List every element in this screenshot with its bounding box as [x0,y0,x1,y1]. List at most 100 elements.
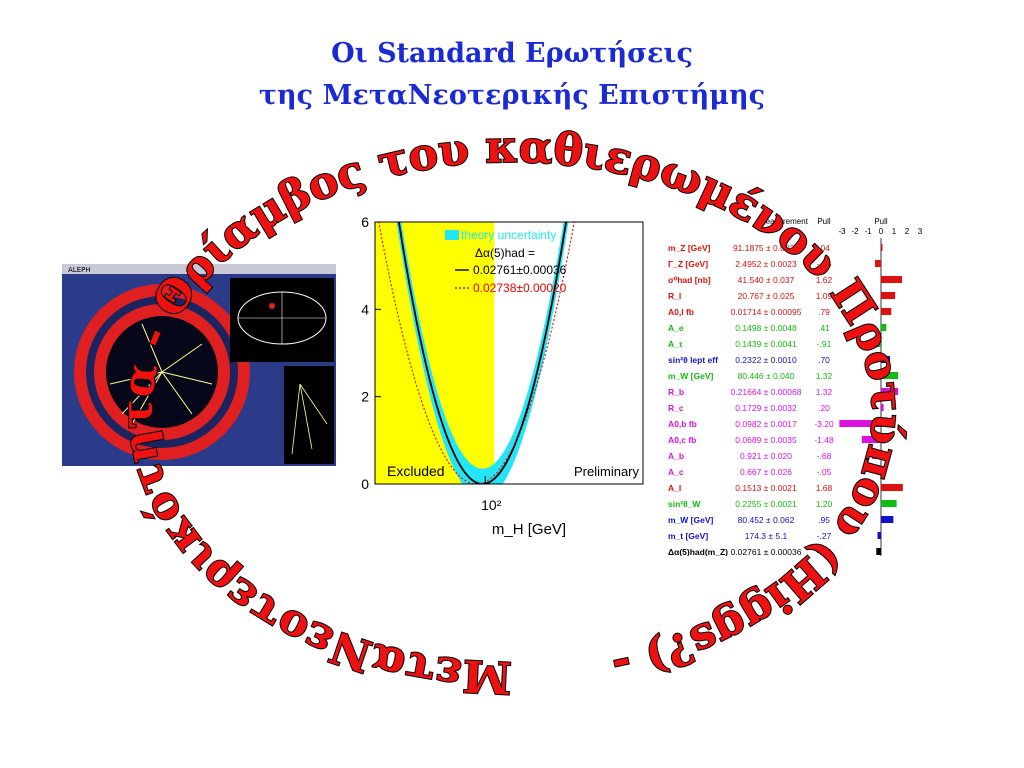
row-value: 80.452 ± 0.062 [738,515,795,525]
row-value: 0.02761 ± 0.00036 [731,547,802,556]
row-value: 0.01714 ± 0.00095 [731,307,802,317]
y-tick-label: 6 [361,214,369,230]
header-pull-bar: Pull [874,217,888,226]
header-measurement: Measurement [759,217,809,226]
row-pull: -.68 [817,451,832,461]
row-name: m_Z [GeV] [668,243,711,253]
row-pull: -.27 [817,531,832,541]
pull-bar [861,436,881,443]
row-name: A_c [668,467,684,477]
row-pull: 1.62 [816,275,833,285]
row-value: 174.3 ± 5.1 [745,531,788,541]
row-pull: -.36 [817,547,832,556]
row-value: 0.2322 ± 0.0010 [735,355,797,365]
row-pull: 1.32 [816,387,833,397]
legend-label-2: 0.02738±0.00020 [473,281,567,295]
detector-event-image: ALEPH [62,264,336,466]
row-pull: .04 [818,243,830,253]
row-value: 41.540 ± 0.037 [738,275,795,285]
row-pull: 1.09 [816,291,833,301]
pull-bar [881,404,884,411]
slide-title-line-1: Οι Standard Ερωτήσεις [331,38,693,69]
pull-axis-tick-top: 2 [905,227,910,236]
row-value: 91.1875 ± 0.0021 [733,243,799,253]
pull-bar [881,500,897,507]
row-name: R_b [668,387,684,397]
detector-label: ALEPH [68,266,91,274]
pull-bar [869,340,881,347]
slide-title-line-2: της ΜεταΝεοτερικής Επιστήμης [258,80,766,111]
pull-table: MeasurementPullPull-3-3-2-2-1-100112233m… [668,217,923,556]
row-pull: .79 [818,307,830,317]
pull-axis-tick-top: -3 [838,227,846,236]
pull-bar [881,356,891,363]
pull-axis-tick-top: -1 [864,227,872,236]
pull-bar [881,292,896,299]
legend-band-swatch [445,230,459,240]
row-value: 0.1439 ± 0.0041 [735,339,797,349]
row-value: 0.0689 ± 0.0035 [735,435,797,445]
row-value: 0.1729 ± 0.0032 [735,403,797,413]
row-value: 80.446 ± 0.040 [738,371,795,381]
row-name: A0,l fb [668,307,694,317]
excluded-region [375,222,495,484]
row-value: 20.767 ± 0.025 [738,291,795,301]
pull-bar [881,276,903,283]
pull-bar [881,308,892,315]
row-name: Δα(5)had(m_Z) [668,547,728,556]
preliminary-label: Preliminary [574,464,640,479]
row-name: sin²θ_W [668,499,701,509]
row-name: A_l [668,483,681,493]
pull-bar [881,484,903,491]
row-value: 2.4952 ± 0.0023 [735,259,797,269]
row-pull: .70 [818,355,830,365]
row-name: A_e [668,323,684,333]
higgs-mass-chart: 0 2 4 6 10² m_H [GeV] Excluded Preliminary theor… [361,214,644,538]
y-tick-label: 4 [361,301,369,317]
pull-bar [872,452,881,459]
row-pull: -.46 [817,259,832,269]
chart-frame [374,221,644,485]
row-value: 0.0982 ± 0.0017 [735,419,797,429]
y-tick-label: 2 [361,389,369,405]
row-value: 0.667 ± 0.026 [740,467,792,477]
row-value: 0.21664 ± 0.00068 [731,387,802,397]
row-pull: .41 [818,323,830,333]
x-tick-label: 10² [481,497,502,513]
pull-bar [881,324,887,331]
row-name: R_l [668,291,681,301]
pull-bar [876,548,881,555]
theory-uncertainty-band [396,222,569,484]
row-pull: -1.48 [814,435,834,445]
pull-bar [875,260,881,267]
row-value: 0.2255 ± 0.0021 [735,499,797,509]
row-value: 0.1498 ± 0.0048 [735,323,797,333]
pull-axis-tick-top: 0 [879,227,884,236]
pull-bar [881,388,899,395]
row-pull: -.05 [817,467,832,477]
excluded-label: Excluded [387,463,445,479]
legend-label-1: 0.02761±0.00036 [473,263,567,277]
row-name: sin²θ lept eff [668,355,718,365]
header-pull: Pull [817,217,831,226]
row-pull: -.91 [817,339,832,349]
row-name: R_c [668,403,684,413]
pull-bar [877,532,881,539]
row-name: Γ_Z [GeV] [668,259,708,269]
y-tick-label: 0 [361,476,369,492]
pull-axis-tick-top: 1 [892,227,897,236]
row-pull: -3.20 [814,419,834,429]
pull-bar [881,244,883,251]
row-name: A_b [668,451,684,461]
row-name: m_W [GeV] [668,515,714,525]
row-name: A0,c fb [668,435,696,445]
row-pull: 1.32 [816,371,833,381]
x-axis-label: m_H [GeV] [492,521,566,538]
row-name: A0,b fb [668,419,697,429]
row-name: m_t [GeV] [668,531,708,541]
pull-bar [881,516,894,523]
row-pull: .95 [818,515,830,525]
row-value: 0.921 ± 0.020 [740,451,792,461]
series-line-1 [397,222,567,484]
row-value: 0.1513 ± 0.0021 [735,483,797,493]
